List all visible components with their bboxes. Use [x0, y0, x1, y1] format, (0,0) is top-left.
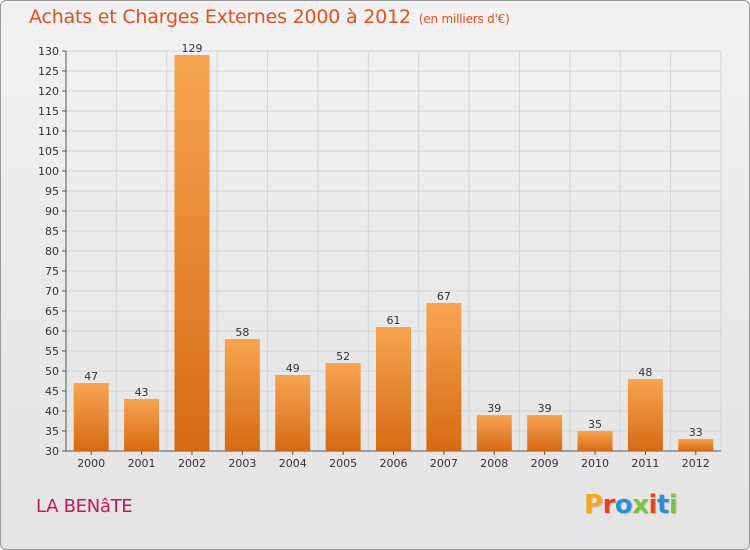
y-tick-label: 35: [45, 425, 59, 438]
y-tick-label: 125: [38, 65, 59, 78]
y-tick-label: 85: [45, 225, 59, 238]
logo-letter: t: [656, 490, 669, 520]
value-label-2012: 33: [689, 426, 703, 439]
chart-title-text: Achats et Charges Externes 2000 à 2012: [29, 6, 411, 28]
x-tick-label-2009: 2009: [531, 457, 559, 470]
value-label-2004: 49: [286, 362, 300, 375]
value-label-2003: 58: [235, 326, 249, 339]
value-label-2011: 48: [638, 366, 652, 379]
y-tick-label: 90: [45, 205, 59, 218]
y-tick-label: 30: [45, 445, 59, 458]
y-tick-label: 50: [45, 365, 59, 378]
tick-labels: 30 35 40 45 50 55 60 65 70 75 80 85 90 95 100 105 110 115…: [38, 45, 710, 470]
x-tick-label-2010: 2010: [581, 457, 609, 470]
value-label-2002: 129: [181, 42, 202, 55]
value-label-2000: 47: [84, 370, 98, 383]
logo-letter: P: [584, 490, 603, 520]
logo-letter: i: [668, 490, 678, 520]
bar-2000: [73, 383, 109, 451]
value-label-2006: 61: [387, 314, 401, 327]
x-tick-label-2003: 2003: [228, 457, 256, 470]
bar-2011: [627, 379, 663, 451]
logo-letter: i: [648, 490, 658, 520]
value-label-2007: 67: [437, 290, 451, 303]
x-tick-label-2006: 2006: [380, 457, 408, 470]
bar-2007: [426, 303, 462, 451]
bar-2006: [376, 327, 411, 451]
y-tick-label: 70: [45, 285, 59, 298]
y-tick-label: 120: [38, 85, 59, 98]
bar-2003: [224, 339, 260, 451]
logo-letter: o: [614, 490, 633, 520]
y-tick-label: 55: [45, 345, 59, 358]
x-tick-label-2005: 2005: [329, 457, 357, 470]
y-tick-label: 65: [45, 305, 59, 318]
value-label-2010: 35: [588, 418, 602, 431]
bar-2001: [124, 399, 160, 451]
y-tick-label: 60: [45, 325, 59, 338]
value-labels: 47 43 129 58 49 52 61 67 39 39 35 48 33: [84, 42, 703, 439]
x-tick-label-2004: 2004: [279, 457, 307, 470]
commune-name: LA BENâTE: [36, 496, 133, 517]
x-tick-label-2007: 2007: [430, 457, 458, 470]
value-label-2005: 52: [336, 350, 350, 363]
value-label-2001: 43: [135, 386, 149, 399]
y-tick-label: 45: [45, 385, 59, 398]
bar-2009: [527, 415, 563, 451]
chart-subtitle: (en milliers d'€): [418, 12, 510, 26]
x-tick-label-2001: 2001: [128, 457, 156, 470]
x-tick-label-2002: 2002: [178, 457, 206, 470]
logo-letter: r: [602, 490, 616, 520]
x-tick-label-2008: 2008: [480, 457, 508, 470]
x-tick-label-2000: 2000: [77, 457, 105, 470]
y-tick-label: 80: [45, 245, 59, 258]
bar-2002: [174, 55, 210, 451]
bar-2005: [325, 363, 361, 451]
x-tick-label-2012: 2012: [682, 457, 710, 470]
bar-2004: [275, 375, 311, 451]
y-tick-label: 115: [38, 105, 59, 118]
bar-2010: [577, 431, 613, 451]
y-tick-label: 105: [38, 145, 59, 158]
y-tick-label: 95: [45, 185, 59, 198]
y-tick-label: 110: [38, 125, 59, 138]
y-tick-label: 40: [45, 405, 59, 418]
bar-2012: [678, 439, 714, 451]
logo-letter: x: [632, 490, 649, 520]
y-tick-label: 75: [45, 265, 59, 278]
x-tick-label-2011: 2011: [631, 457, 659, 470]
chart-title: Achats et Charges Externes 2000 à 2012 (e…: [29, 6, 510, 28]
bars: [73, 55, 714, 451]
bar-2008: [476, 415, 512, 451]
y-tick-label: 100: [38, 165, 59, 178]
value-label-2008: 39: [487, 402, 501, 415]
proxiti-logo: Proxiti: [584, 490, 678, 520]
value-label-2009: 39: [538, 402, 552, 415]
y-tick-label: 130: [38, 45, 59, 58]
